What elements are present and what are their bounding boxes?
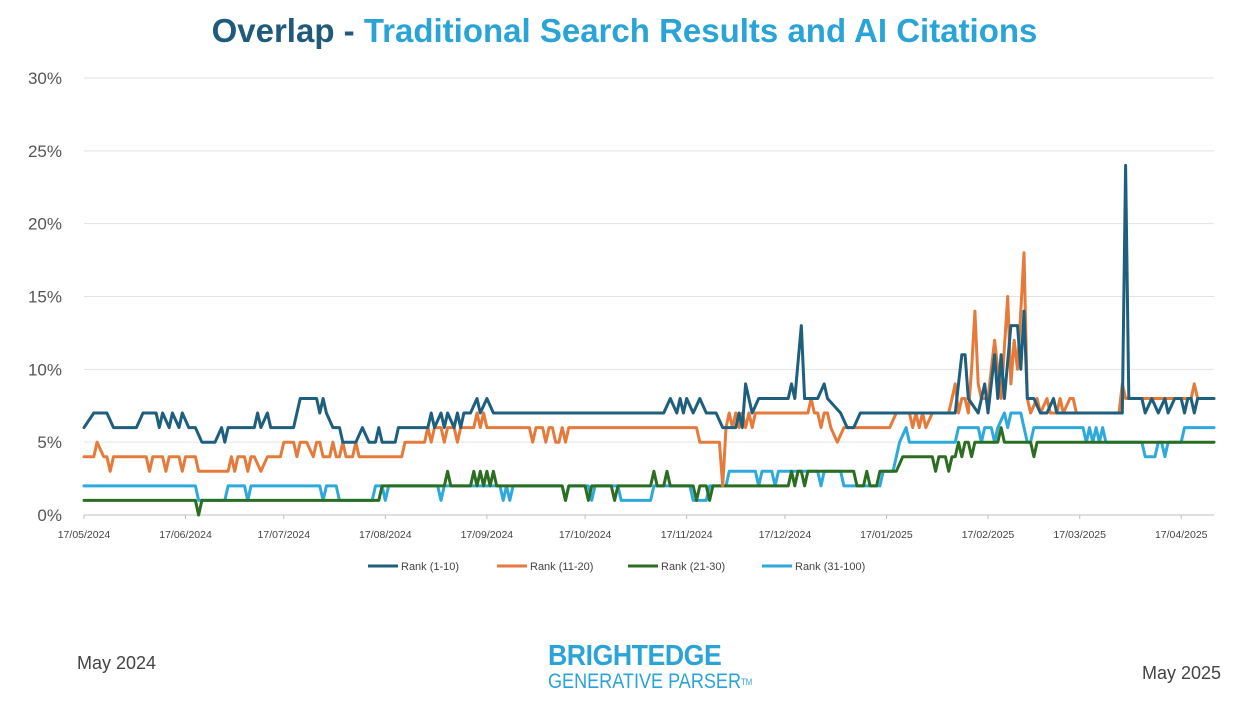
legend-label: Rank (21-30) (661, 561, 725, 573)
legend: Rank (1-10) Rank (11-20) Rank (21-30) Rank … (368, 561, 865, 573)
chart-title: Overlap - Traditional Search Results and… (0, 12, 1249, 50)
y-tick-label: 20% (28, 215, 62, 234)
x-tick-label: 17/05/2024 (58, 529, 111, 541)
x-tick-label: 17/08/2024 (359, 529, 412, 541)
y-tick-label: 10% (28, 360, 62, 379)
y-tick-label: 15% (28, 288, 62, 307)
y-tick-label: 30% (28, 69, 62, 88)
legend-label: Rank (1-10) (401, 561, 459, 573)
x-tick-label: 17/09/2024 (461, 529, 514, 541)
x-tick-label: 17/02/2025 (962, 529, 1015, 541)
x-tick-label: 17/04/2025 (1155, 529, 1208, 541)
brightedge-logo: BRIGHTEDGE GENERATIVE PARSERTM (548, 641, 758, 693)
x-tick-label: 17/10/2024 (559, 529, 612, 541)
series-line-rank-31-100 (82, 411, 1216, 502)
legend-label: Rank (11-20) (530, 561, 593, 573)
trademark-mark: TM (741, 677, 753, 687)
legend-item-rank-11-20: Rank (11-20) (497, 561, 593, 573)
end-period-label: May 2025 (1142, 663, 1222, 683)
chart-title-overlap: Overlap (211, 12, 335, 49)
brand-subtitle: GENERATIVE PARSERTM (548, 671, 752, 693)
series-line-rank-21-30 (82, 426, 1216, 517)
x-tick-label: 17/03/2025 (1053, 529, 1106, 541)
x-tick-label: 17/12/2024 (759, 529, 812, 541)
x-axis-tick-labels: 17/05/2024 17/06/2024 17/07/2024 17/08/2024… (58, 529, 1208, 541)
legend-item-rank-21-30: Rank (21-30) (628, 561, 725, 573)
chart-title-separator: - (334, 12, 364, 49)
x-tick-label: 17/11/2024 (661, 529, 713, 541)
start-period-label: May 2024 (77, 653, 157, 673)
y-tick-label: 0% (37, 506, 62, 525)
legend-item-rank-31-100: Rank (31-100) (762, 561, 865, 573)
series-lines (82, 163, 1216, 517)
brand-subtitle-text: GENERATIVE PARSER (548, 670, 742, 693)
x-tick-label: 17/07/2024 (258, 529, 311, 541)
brand-name: BRIGHTEDGE (548, 640, 722, 672)
x-tick-label: 17/06/2024 (159, 529, 212, 541)
legend-label: Rank (31-100) (795, 561, 865, 573)
x-tick-label: 17/01/2025 (860, 529, 913, 541)
y-tick-label: 25% (28, 142, 62, 161)
series-line-rank-1-10 (82, 163, 1216, 444)
y-tick-label: 5% (37, 433, 62, 452)
y-axis-tick-labels: 0% 5% 10% 15% 20% 25% 30% (28, 69, 62, 525)
legend-item-rank-1-10: Rank (1-10) (368, 561, 459, 573)
x-axis (83, 514, 1214, 519)
chart-title-subject: Traditional Search Results and AI Citati… (363, 12, 1038, 49)
gridlines (84, 77, 1214, 443)
